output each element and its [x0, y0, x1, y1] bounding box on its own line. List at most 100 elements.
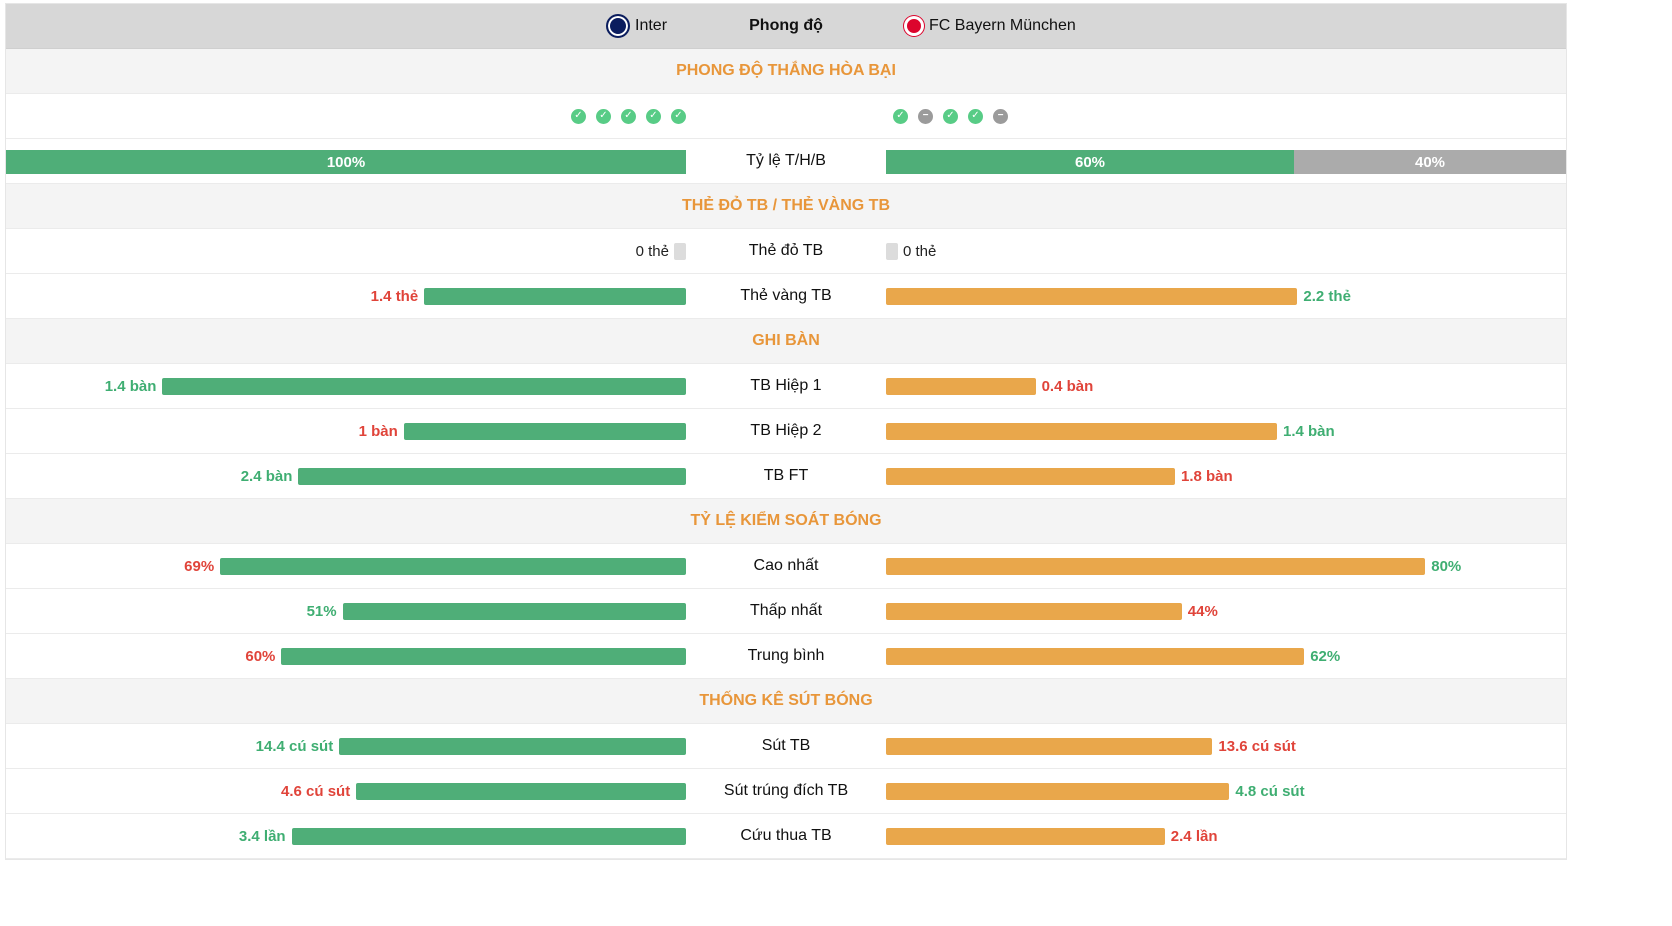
shots-home-bar: [339, 738, 686, 755]
red-card-label: Thẻ đỏ TB: [748, 242, 824, 259]
possession-home-value: 51%: [306, 602, 337, 620]
ratio-label: Tỷ lệ T/H/B: [746, 152, 826, 169]
home-form-win-icon: ✓: [671, 108, 686, 124]
possession-row: 51% Thấp nhất 44%: [6, 589, 1566, 634]
bayern-logo-icon: [904, 16, 924, 36]
away-draw-ratio-bar: 40%: [1294, 150, 1566, 174]
red-card-home-bar: [674, 243, 686, 260]
shots-away-bar: [886, 828, 1165, 845]
possession-label: Trung bình: [747, 647, 825, 664]
home-form-dots: ✓ ✓ ✓ ✓ ✓: [571, 94, 686, 138]
goals-away-value: 1.4 bàn: [1283, 422, 1335, 440]
away-form-draw-icon: −: [918, 108, 933, 124]
shots-away-bar: [886, 738, 1213, 755]
section-goals: GHI BÀN: [6, 319, 1566, 364]
possession-label: Thấp nhất: [749, 602, 823, 619]
shots-home-bar: [356, 783, 686, 800]
yellow-card-row: 1.4 thẻ Thẻ vàng TB 2.2 thẻ: [6, 274, 1566, 319]
section-form: PHONG ĐỘ THẮNG HÒA BẠI: [6, 49, 1566, 94]
home-team-name: Inter: [635, 17, 668, 34]
goals-away-bar: [886, 468, 1175, 485]
away-win-ratio-bar: 60%: [886, 150, 1294, 174]
shots-away-value: 4.8 cú sút: [1235, 782, 1305, 800]
red-card-home-value: 0 thẻ: [635, 242, 669, 260]
section-possession: TỶ LỆ KIỂM SOÁT BÓNG: [6, 499, 1566, 544]
possession-home-bar: [342, 603, 686, 620]
red-card-row: 0 thẻ Thẻ đỏ TB 0 thẻ: [6, 229, 1566, 274]
away-form-dots: ✓ − ✓ ✓ −: [893, 94, 1008, 138]
shots-away-value: 13.6 cú sút: [1218, 737, 1296, 755]
possession-home-bar: [281, 648, 686, 665]
goals-away-value: 1.8 bàn: [1181, 467, 1233, 485]
goals-away-bar: [886, 423, 1277, 440]
away-form-draw-icon: −: [993, 108, 1008, 124]
section-shots: THỐNG KÊ SÚT BÓNG: [6, 679, 1566, 724]
home-form-win-icon: ✓: [646, 108, 661, 124]
possession-away-value: 62%: [1310, 647, 1341, 665]
shots-home-bar: [291, 828, 686, 845]
possession-rows: 69% Cao nhất 80% 51% Thấp nhất 44% 60% Trung bì…: [6, 544, 1566, 679]
inter-logo-icon: [606, 14, 630, 38]
form-results-row: ✓ ✓ ✓ ✓ ✓ ✓ − ✓ ✓ −: [6, 94, 1566, 139]
possession-away-bar: [886, 648, 1305, 665]
shots-home-value: 14.4 cú sút: [255, 737, 334, 755]
possession-home-bar: [220, 558, 686, 575]
shots-away-bar: [886, 783, 1230, 800]
ratio-row: 100% Tỷ lệ T/H/B 60% 40%: [6, 139, 1566, 184]
shots-row: 3.4 lần Cứu thua TB 2.4 lần: [6, 814, 1566, 859]
away-team-name: FC Bayern München: [929, 17, 1076, 34]
goals-away-value: 0.4 bàn: [1041, 377, 1094, 395]
goals-row: 1.4 bàn TB Hiệp 1 0.4 bàn: [6, 364, 1566, 409]
home-form-win-icon: ✓: [571, 108, 586, 124]
yellow-card-away-value: 2.2 thẻ: [1303, 287, 1351, 305]
shots-home-value: 4.6 cú sút: [281, 782, 351, 800]
possession-home-value: 60%: [245, 647, 276, 665]
goals-home-value: 1 bàn: [358, 422, 398, 440]
goals-away-bar: [886, 378, 1036, 395]
away-form-win-icon: ✓: [968, 108, 983, 124]
home-form-win-icon: ✓: [596, 108, 611, 124]
goals-rows: 1.4 bàn TB Hiệp 1 0.4 bàn 1 bàn TB Hiệp 2 1.4…: [6, 364, 1566, 499]
header-bar: Inter Phong độ FC Bayern München: [6, 4, 1566, 49]
shots-label: Sút trúng đích TB: [723, 782, 849, 799]
yellow-card-home-bar: [424, 288, 686, 305]
goals-label: TB Hiệp 2: [750, 422, 822, 439]
goals-label: TB Hiệp 1: [750, 377, 822, 394]
possession-away-value: 80%: [1431, 557, 1462, 575]
possession-away-bar: [886, 603, 1182, 620]
yellow-card-home-value: 1.4 thẻ: [370, 287, 419, 305]
home-team[interactable]: Inter: [606, 4, 667, 48]
shots-home-value: 3.4 lần: [238, 827, 286, 845]
yellow-card-label: Thẻ vàng TB: [740, 287, 832, 304]
possession-away-bar: [886, 558, 1426, 575]
goals-label: TB FT: [763, 467, 809, 484]
possession-label: Cao nhất: [753, 557, 819, 574]
possession-row: 69% Cao nhất 80%: [6, 544, 1566, 589]
home-form-win-icon: ✓: [621, 108, 636, 124]
goals-row: 2.4 bàn TB FT 1.8 bàn: [6, 454, 1566, 499]
shots-label: Cứu thua TB: [740, 827, 832, 844]
goals-home-value: 2.4 bàn: [240, 467, 293, 485]
shots-rows: 14.4 cú sút Sút TB 13.6 cú sút 4.6 cú sút Sú…: [6, 724, 1566, 859]
shots-away-value: 2.4 lần: [1170, 827, 1218, 845]
red-card-away-bar: [886, 243, 898, 260]
yellow-card-away-bar: [886, 288, 1298, 305]
shots-row: 4.6 cú sút Sút trúng đích TB 4.8 cú sút: [6, 769, 1566, 814]
possession-away-value: 44%: [1187, 602, 1218, 620]
possession-row: 60% Trung bình 62%: [6, 634, 1566, 679]
away-team[interactable]: FC Bayern München: [904, 4, 1076, 48]
possession-home-value: 69%: [184, 557, 215, 575]
goals-home-bar: [298, 468, 686, 485]
shots-label: Sút TB: [761, 737, 811, 754]
goals-home-bar: [403, 423, 686, 440]
home-win-ratio-bar: 100%: [6, 150, 686, 174]
goals-home-value: 1.4 bàn: [104, 377, 157, 395]
shots-row: 14.4 cú sút Sút TB 13.6 cú sút: [6, 724, 1566, 769]
panel-title: Phong độ: [749, 17, 823, 34]
form-comparison-panel: Inter Phong độ FC Bayern München PHONG Đ…: [5, 3, 1567, 860]
section-cards: THẺ ĐỎ TB / THẺ VÀNG TB: [6, 184, 1566, 229]
away-form-win-icon: ✓: [943, 108, 958, 124]
goals-row: 1 bàn TB Hiệp 2 1.4 bàn: [6, 409, 1566, 454]
red-card-away-value: 0 thẻ: [903, 242, 937, 260]
goals-home-bar: [162, 378, 686, 395]
